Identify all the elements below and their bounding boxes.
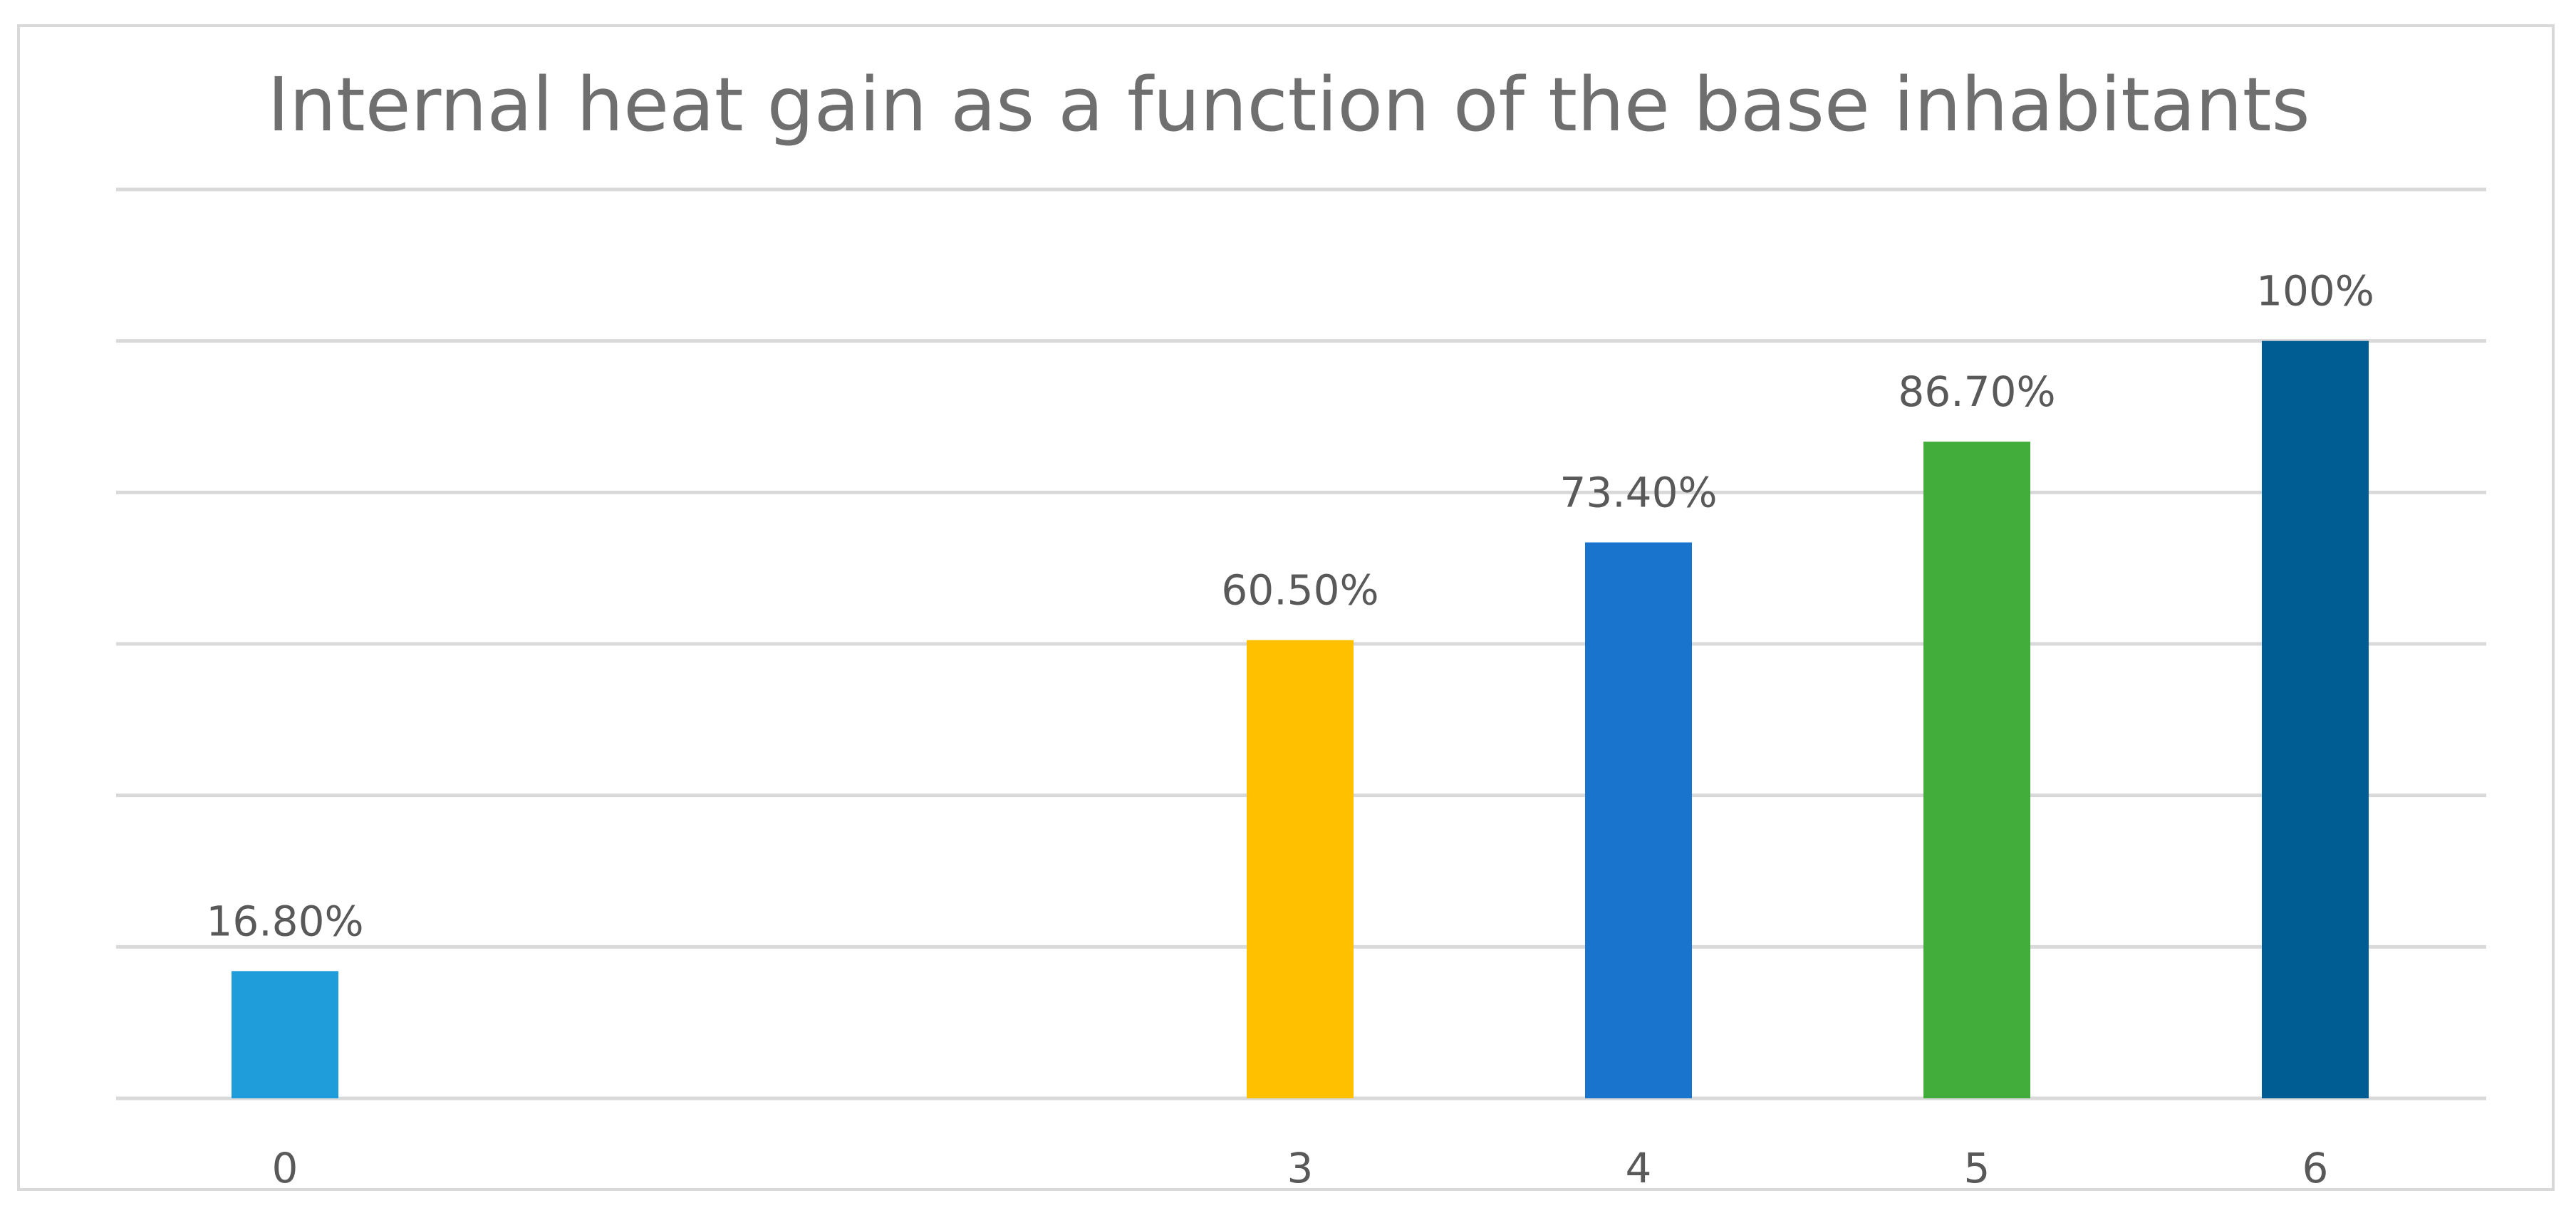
data-labels: 16.80% 60.50% 73.40% 86.70% 100% [206,267,2374,946]
data-label-3: 60.50% [1221,566,1378,615]
chart-title: Internal heat gain as a function of the … [267,61,2310,148]
x-tick-labels: 0 3 4 5 6 [272,1144,2329,1192]
x-tick-3: 3 [1287,1144,1314,1192]
bar-6 [2262,340,2369,1099]
bar-0 [232,971,338,1098]
x-tick-4: 4 [1626,1144,1652,1192]
bar-5 [1923,442,2030,1098]
data-label-0: 16.80% [206,897,363,945]
data-label-4: 73.40% [1559,469,1717,517]
data-label-5: 86.70% [1898,368,2055,416]
bar-3 [1247,640,1354,1098]
data-label-6: 100% [2256,267,2374,316]
bar-4 [1585,542,1692,1098]
x-tick-0: 0 [272,1144,298,1192]
x-tick-5: 5 [1964,1144,1990,1192]
bars [232,340,2369,1099]
x-tick-6: 6 [2302,1144,2329,1192]
